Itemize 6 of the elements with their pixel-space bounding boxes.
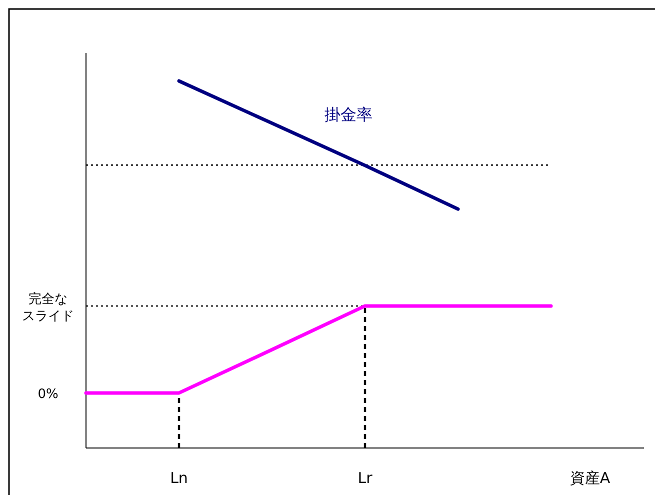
x-tick-label: Lr — [358, 469, 374, 487]
ref-line-label: 完全なスライド — [22, 290, 74, 324]
x-axis-title: 資産A — [570, 469, 611, 487]
x-tick-label: Ln — [170, 469, 188, 487]
series-label: 掛金率 — [324, 105, 372, 124]
text: 0% — [38, 386, 58, 402]
